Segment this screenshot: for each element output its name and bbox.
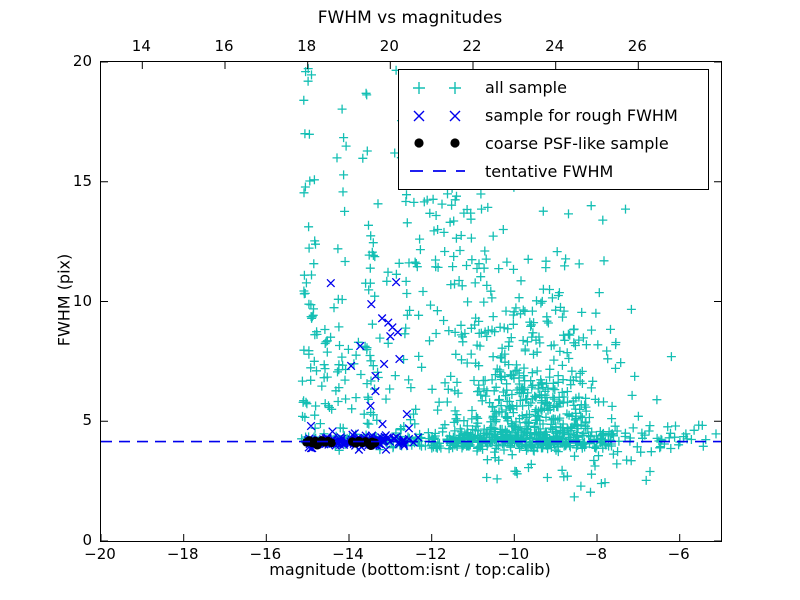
legend-row-all-sample: all sample (405, 75, 702, 101)
legend-label: tentative FWHM (485, 161, 614, 181)
top-tick-label: 20 (379, 37, 399, 55)
legend: all sample sample for rough FWHM coarse … (398, 69, 709, 190)
y-tick-label: 0 (82, 531, 92, 549)
plot-area-svg (101, 62, 721, 541)
x-tick-label: −20 (84, 545, 116, 563)
x-tick-label: −14 (332, 545, 364, 563)
top-tick-label: 16 (214, 37, 234, 55)
legend-label: sample for rough FWHM (485, 106, 678, 126)
x-tick-label: −6 (667, 545, 690, 563)
top-tick-label: 14 (131, 37, 151, 55)
x-axis-label: magnitude (bottom:isnt / top:calib) (269, 560, 551, 579)
psf-like-markers (302, 436, 380, 451)
y-tick-label: 10 (72, 291, 92, 310)
x-tick-label: −10 (497, 545, 530, 563)
y-tick-label: 20 (72, 52, 92, 70)
top-tick-label: 22 (462, 37, 482, 55)
x-tick-label: −18 (166, 545, 199, 563)
psf-like-dot (312, 440, 322, 450)
x-tick-label: −8 (584, 545, 608, 563)
psf-like-dot (327, 438, 336, 448)
top-tick-label: 26 (627, 37, 647, 55)
y-tick-label: 15 (72, 171, 92, 190)
x-tick-label: −12 (414, 545, 447, 563)
top-tick-label: 18 (297, 37, 317, 55)
legend-row-psf-like: coarse PSF-like sample (405, 130, 702, 156)
dot-marker-icon (414, 138, 460, 148)
chart-title: FWHM vs magnitudes (317, 8, 503, 28)
plus-marker-icon (413, 81, 461, 94)
x-tick-label: −16 (249, 545, 282, 563)
x-marker-icon (413, 110, 461, 122)
top-tick-label: 24 (545, 37, 565, 55)
psf-like-dot (366, 441, 376, 451)
axis-tick-marks (101, 62, 721, 541)
legend-row-tentative-fwhm: tentative FWHM (405, 158, 702, 184)
y-tick-label: 5 (82, 411, 92, 430)
plot-area (100, 61, 722, 542)
dashed-line-icon (410, 170, 465, 173)
legend-label: all sample (485, 78, 567, 98)
all-sample-markers (297, 64, 721, 502)
legend-row-rough-fwhm: sample for rough FWHM (405, 103, 702, 129)
legend-label: coarse PSF-like sample (485, 133, 669, 153)
